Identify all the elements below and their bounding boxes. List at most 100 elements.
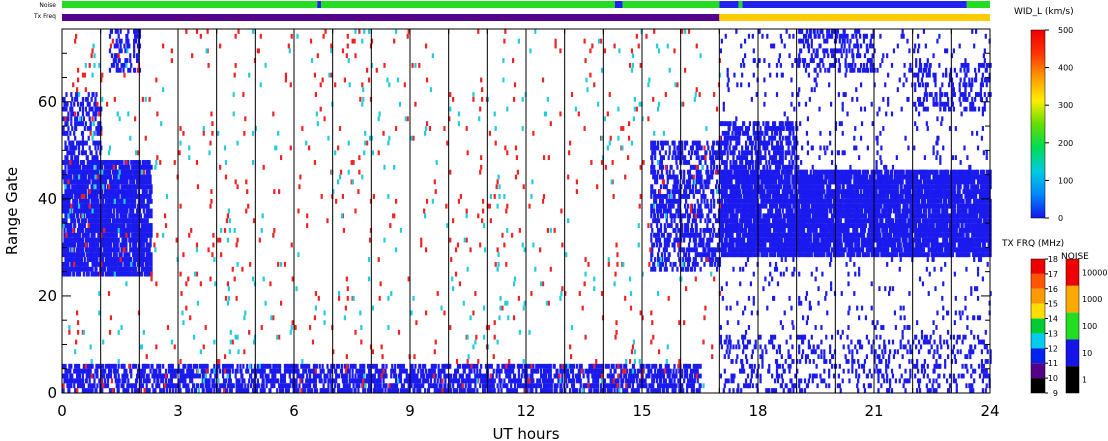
data-cell (792, 227, 795, 233)
data-cell (691, 189, 694, 195)
data-cell (710, 198, 713, 204)
data-cell (845, 213, 848, 219)
data-cell (87, 266, 90, 272)
data-cell (660, 252, 664, 258)
data-cell (117, 160, 120, 165)
data-cell (801, 252, 804, 258)
data-cell (853, 227, 856, 233)
data-cell (843, 194, 846, 199)
data-cell (123, 43, 126, 49)
data-cell (88, 242, 91, 248)
data-cell (665, 266, 668, 272)
data-cell (863, 227, 867, 233)
data-cell (116, 203, 119, 209)
data-cell (824, 223, 827, 228)
data-cell (135, 223, 139, 228)
data-cell (681, 223, 684, 228)
data-cell (763, 203, 766, 209)
data-cell (849, 198, 852, 204)
data-cell (770, 198, 773, 204)
data-cell (651, 252, 654, 258)
data-cell (134, 184, 138, 190)
data-cell (794, 189, 797, 195)
data-cell (724, 247, 727, 253)
data-cell (772, 227, 776, 233)
data-cell (744, 208, 748, 214)
data-cell (721, 232, 724, 238)
data-cell (115, 174, 118, 180)
noise-bar-segment (614, 1, 623, 8)
data-cell (683, 189, 686, 195)
data-cell (82, 169, 85, 175)
data-cell (81, 111, 85, 117)
data-cell (761, 237, 764, 243)
data-cell (88, 116, 91, 122)
data-cell (142, 198, 145, 204)
data-cell (90, 213, 93, 219)
data-cell (687, 160, 691, 165)
data-cell (65, 160, 68, 165)
data-cell (134, 33, 138, 39)
data-cell (774, 227, 778, 233)
data-cell (656, 145, 660, 151)
data-cell (669, 208, 672, 214)
data-cell (71, 184, 74, 190)
data-cell (800, 189, 803, 195)
data-cell (73, 179, 76, 185)
data-cell (746, 198, 750, 204)
data-cell (858, 237, 861, 243)
data-cell (95, 111, 98, 117)
data-cell (683, 169, 686, 175)
data-cell (794, 252, 797, 258)
data-cell (764, 237, 767, 243)
data-cell (759, 213, 762, 219)
data-cell (673, 194, 676, 199)
data-cell (78, 242, 82, 248)
data-cell (823, 189, 826, 195)
data-cell (115, 232, 118, 238)
data-cell (690, 232, 694, 238)
data-cell (739, 179, 742, 185)
data-cell (830, 252, 833, 258)
data-cell (149, 242, 152, 248)
data-cell (125, 247, 128, 253)
data-cell (757, 218, 760, 224)
data-cell (893, 203, 897, 209)
data-cell (121, 160, 124, 165)
data-cell (776, 247, 780, 253)
data-cell (105, 218, 108, 224)
data-cell (730, 169, 733, 175)
data-cell (718, 164, 722, 170)
data-cell (697, 203, 700, 209)
data-cell (88, 194, 91, 199)
data-cell (887, 247, 890, 253)
data-cell (857, 208, 860, 214)
data-cell (686, 203, 690, 209)
data-cell (127, 266, 130, 272)
data-cell (703, 261, 706, 267)
data-cell (677, 189, 680, 195)
data-cell (712, 232, 715, 238)
data-cell (699, 160, 702, 165)
data-cell (684, 194, 687, 199)
noise-bar-segment (622, 1, 720, 8)
data-cell (76, 155, 80, 161)
data-cell (700, 155, 703, 161)
data-cell (88, 174, 91, 180)
data-cell (838, 252, 841, 258)
data-cell (70, 223, 73, 228)
data-cell (753, 208, 756, 214)
data-cell (150, 198, 153, 204)
data-cell (75, 261, 78, 267)
data-cell (88, 169, 91, 175)
data-cell (131, 174, 134, 180)
data-cell (112, 62, 115, 68)
data-cell (712, 150, 715, 156)
data-cell (800, 208, 803, 214)
data-cell (683, 174, 686, 180)
data-cell (64, 145, 67, 151)
data-cell (658, 150, 662, 156)
data-cell (86, 257, 89, 262)
data-cell (129, 213, 132, 219)
data-cell (692, 213, 695, 219)
